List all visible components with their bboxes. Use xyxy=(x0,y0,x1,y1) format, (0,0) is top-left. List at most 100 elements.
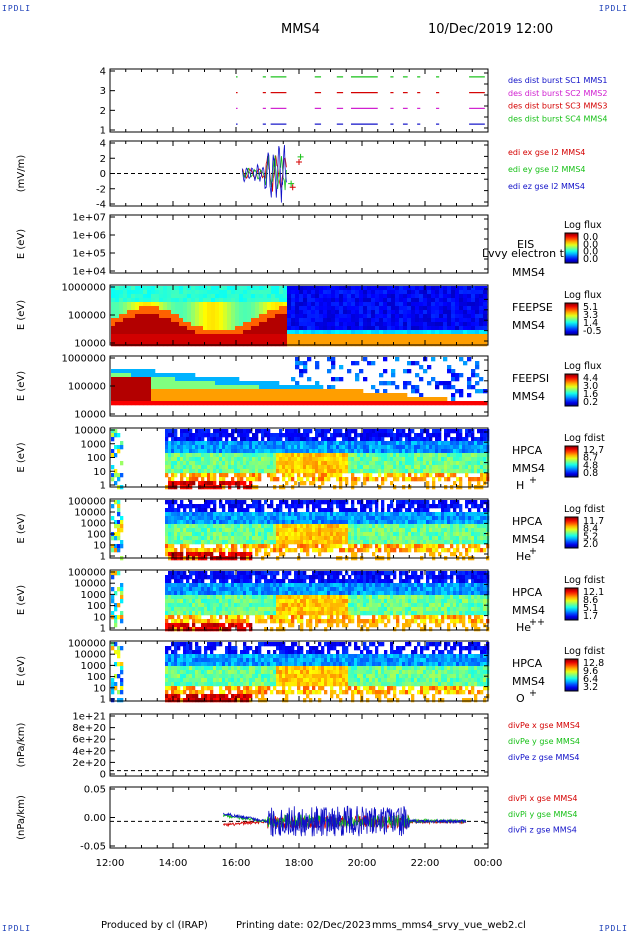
hpca-heplus-panel-cell xyxy=(171,520,175,525)
feepsi-panel-cell xyxy=(183,389,188,394)
feepsi-panel-cell xyxy=(355,401,360,406)
feepsi-panel-cell xyxy=(119,385,124,390)
hpca-hplus-panel-cell xyxy=(351,441,355,446)
hpca-hplus-panel-cell xyxy=(480,457,484,462)
hpca-hplus-panel-cell xyxy=(198,457,202,462)
feepsi-panel-cell xyxy=(127,373,132,378)
feepse-panel-cell xyxy=(431,298,436,303)
hpca-hplus-panel-cell xyxy=(402,457,406,462)
feepse-panel-cell xyxy=(427,322,432,327)
hpca-heplus-panel-cell xyxy=(267,532,271,537)
hpca-heplus-panel-cell xyxy=(201,552,205,557)
feepse-panel-cell xyxy=(243,298,248,303)
burst-panel-ytick-label: 2 xyxy=(100,106,106,117)
feepsi-panel-cell xyxy=(239,393,244,398)
feepse-panel-cell xyxy=(195,338,200,343)
hpca-hplus-panel-cell xyxy=(195,469,199,474)
hpca-hplus-panel-cell xyxy=(204,441,208,446)
hpca-heplus-panel-cell xyxy=(186,520,190,525)
feepse-panel-cell xyxy=(211,306,216,311)
hpca-hplus-panel-cell xyxy=(315,433,319,438)
feepse-panel-cell xyxy=(195,286,200,291)
feepse-panel-cell xyxy=(235,302,240,307)
hpca-heplus-panel-cell xyxy=(366,512,370,517)
feepse-panel-cell xyxy=(151,338,156,343)
hpca-heplus-panel-cell xyxy=(318,512,322,517)
feepse-panel-cell xyxy=(263,318,268,323)
hpca-hplus-panel-cell xyxy=(360,445,364,450)
hpca-heplus-panel-cell xyxy=(231,500,235,505)
hpca-hplus-panel-cell xyxy=(330,441,334,446)
feepse-panel-cell xyxy=(131,290,136,295)
hpca-hplus-panel-cell xyxy=(219,457,223,462)
hpca-hplus-panel-cell xyxy=(366,469,370,474)
hpca-hplus-panel-cell xyxy=(339,469,343,474)
feepsi-panel-cell xyxy=(203,389,208,394)
feepse-panel-cell xyxy=(199,302,204,307)
hpca-hplus-panel-cell xyxy=(378,441,382,446)
hpca-hplus-panel-cell xyxy=(276,453,280,458)
hpca-hplus-panel-cell xyxy=(402,473,406,478)
feepse-panel-cell xyxy=(451,314,456,319)
hpca-hplus-panel-cell xyxy=(273,477,277,482)
feepse-panel-cell xyxy=(427,298,432,303)
feepse-panel-cell xyxy=(371,322,376,327)
hpca-hplus-panel-cell xyxy=(306,433,310,438)
hpca-heplus-panel-cell xyxy=(183,508,187,513)
hpca-heplus-panel-cell xyxy=(240,512,244,517)
feepsi-panel-cell xyxy=(171,393,176,398)
feepsi-panel-cell xyxy=(111,377,116,382)
feepse-panel-cell xyxy=(291,342,296,347)
feepse-panel-cell xyxy=(211,334,216,339)
feepsi-panel-cell xyxy=(155,389,160,394)
feepse-panel-cell xyxy=(319,290,324,295)
hpca-hplus-panel-cell xyxy=(378,457,382,462)
hpca-hplus-panel-cell xyxy=(291,473,295,478)
hpca-hplus-panel-cell xyxy=(285,433,289,438)
feepsi-panel-cell xyxy=(143,389,148,394)
hpca-hplus-panel-cell xyxy=(462,469,466,474)
feepse-panel-cell xyxy=(155,290,160,295)
hpca-hplus-panel-cell xyxy=(267,465,271,470)
feepse-panel-cell xyxy=(367,318,372,323)
feepse-panel-cell xyxy=(135,306,140,311)
feepse-panel-cell xyxy=(287,338,292,343)
hpca-hplus-panel-cell xyxy=(393,453,397,458)
feepse-panel-cell xyxy=(135,302,140,307)
hpca-heplus-panel-cell xyxy=(201,504,205,509)
feepse-panel-cell xyxy=(311,334,316,339)
hpca-hplus-panel-cell xyxy=(210,461,214,466)
feepse-panel-cell xyxy=(295,338,300,343)
feepse-panel-cell xyxy=(131,314,136,319)
hpca-hplus-panel-cell xyxy=(219,473,223,478)
feepsi-panel-cell xyxy=(231,389,236,394)
hpca-hplus-panel-cell xyxy=(189,465,193,470)
hpca-hplus-panel-cell xyxy=(339,461,343,466)
hpca-hplus-panel-cell xyxy=(288,457,292,462)
feepse-panel-cell xyxy=(311,306,316,311)
hpca-heplus-panel-cell xyxy=(375,512,379,517)
hpca-heplus-panel-cell xyxy=(231,532,235,537)
feepsi-panel-instrument-label: FEEPSI xyxy=(512,372,549,385)
hpca-heplus-panel-cell xyxy=(303,520,307,525)
feepse-panel-cell xyxy=(147,314,152,319)
feepse-panel-cell xyxy=(303,298,308,303)
hpca-heplus-panel-cell xyxy=(252,512,256,517)
hpca-hplus-panel-cell xyxy=(372,469,376,474)
feepse-panel-colorbar-tick: 1.4 xyxy=(583,318,598,329)
hpca-hplus-panel-cell xyxy=(327,465,331,470)
hpca-hplus-panel-cell xyxy=(423,477,427,482)
feepse-panel-cell xyxy=(443,322,448,327)
feepsi-panel-cell xyxy=(359,389,364,394)
hpca-hplus-panel-cell xyxy=(114,481,118,486)
feepsi-panel-cell xyxy=(355,389,360,394)
hpca-heplus-panel-cell xyxy=(369,508,373,513)
feepsi-panel-cell xyxy=(175,389,180,394)
feepse-panel-cell xyxy=(215,294,220,299)
feepse-panel-cell xyxy=(207,302,212,307)
hpca-heplus-panel-cell xyxy=(186,544,190,549)
feepse-panel-cell xyxy=(347,302,352,307)
hpca-heplus-panel-cell xyxy=(168,552,172,557)
hpca-hplus-panel-cell xyxy=(333,441,337,446)
hpca-hplus-panel-cell xyxy=(438,433,442,438)
